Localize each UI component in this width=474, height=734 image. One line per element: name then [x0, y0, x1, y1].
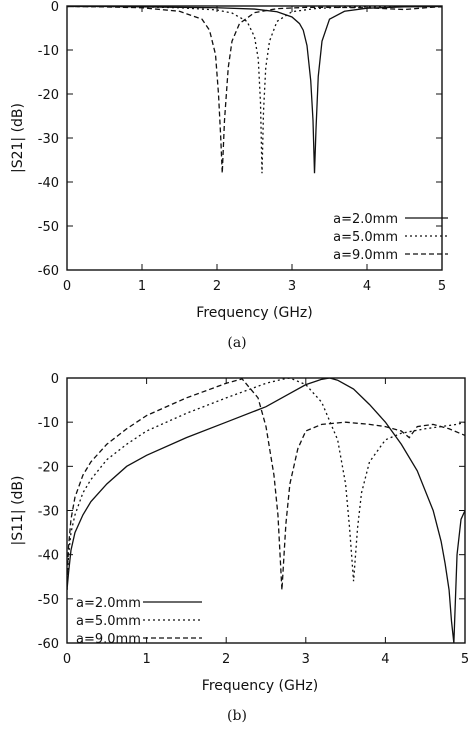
x-axis-label: Frequency (GHz) [196, 305, 312, 321]
y-tick-label: -40 [38, 549, 59, 564]
legend-label: a=5.0mm [76, 614, 141, 629]
x-tick-label: 2 [222, 652, 230, 667]
series-line-a=9.0mm [67, 378, 465, 591]
series-line-a=5.0mm [67, 378, 465, 591]
panel-caption: (b) [227, 708, 247, 724]
x-tick-label: 5 [438, 279, 446, 294]
series-line-a=2.0mm [67, 6, 442, 174]
y-tick-label: -30 [38, 132, 59, 147]
x-tick-label: 0 [63, 652, 71, 667]
chart-panel-a: 0 1 2 3 4 5 0 -10 -20 -30 -40 -50 -60 Frequency (GHz)… [10, 0, 448, 351]
x-tick-label: 3 [302, 652, 310, 667]
y-tick-label: -40 [38, 176, 59, 191]
y-tick-label: -60 [38, 264, 59, 279]
x-tick-label: 1 [138, 279, 146, 294]
x-axis-label: Frequency (GHz) [202, 678, 318, 694]
legend-label: a=9.0mm [333, 248, 398, 263]
x-tick-label: 4 [363, 279, 371, 294]
series-line-a=9.0mm [67, 6, 442, 174]
y-tick-label: -50 [38, 593, 59, 608]
x-tick-label: 0 [63, 279, 71, 294]
y-tick-label: -50 [38, 220, 59, 235]
y-tick-label: -10 [38, 44, 59, 59]
chart-panel-b: 0 1 2 3 4 5 0 -10 -20 -30 -40 -50 -60 Frequency (GHz)… [10, 372, 469, 724]
y-tick-label: 0 [51, 372, 59, 387]
x-tick-label: 1 [142, 652, 150, 667]
panel-caption: (a) [227, 335, 246, 351]
y-tick-label: -20 [38, 88, 59, 103]
x-tick-label: 4 [381, 652, 389, 667]
legend: a=2.0mm a=5.0mm a=9.0mm [333, 212, 448, 263]
y-tick-label: -60 [38, 637, 59, 652]
series-line-a=5.0mm [67, 6, 442, 174]
series-line-a=2.0mm [67, 378, 465, 643]
legend-label: a=2.0mm [76, 596, 141, 611]
legend: a=2.0mm a=5.0mm a=9.0mm [76, 596, 202, 647]
y-tick-label: 0 [51, 0, 59, 15]
legend-label: a=2.0mm [333, 212, 398, 227]
legend-label: a=5.0mm [333, 230, 398, 245]
y-axis-label: |S21| (dB) [10, 103, 26, 173]
x-tick-label: 2 [213, 279, 221, 294]
y-tick-label: -10 [38, 416, 59, 431]
x-tick-label: 3 [288, 279, 296, 294]
x-tick-label: 5 [461, 652, 469, 667]
legend-label: a=9.0mm [76, 632, 141, 647]
y-tick-label: -20 [38, 460, 59, 475]
y-tick-label: -30 [38, 505, 59, 520]
y-axis-label: |S11| (dB) [10, 476, 26, 546]
